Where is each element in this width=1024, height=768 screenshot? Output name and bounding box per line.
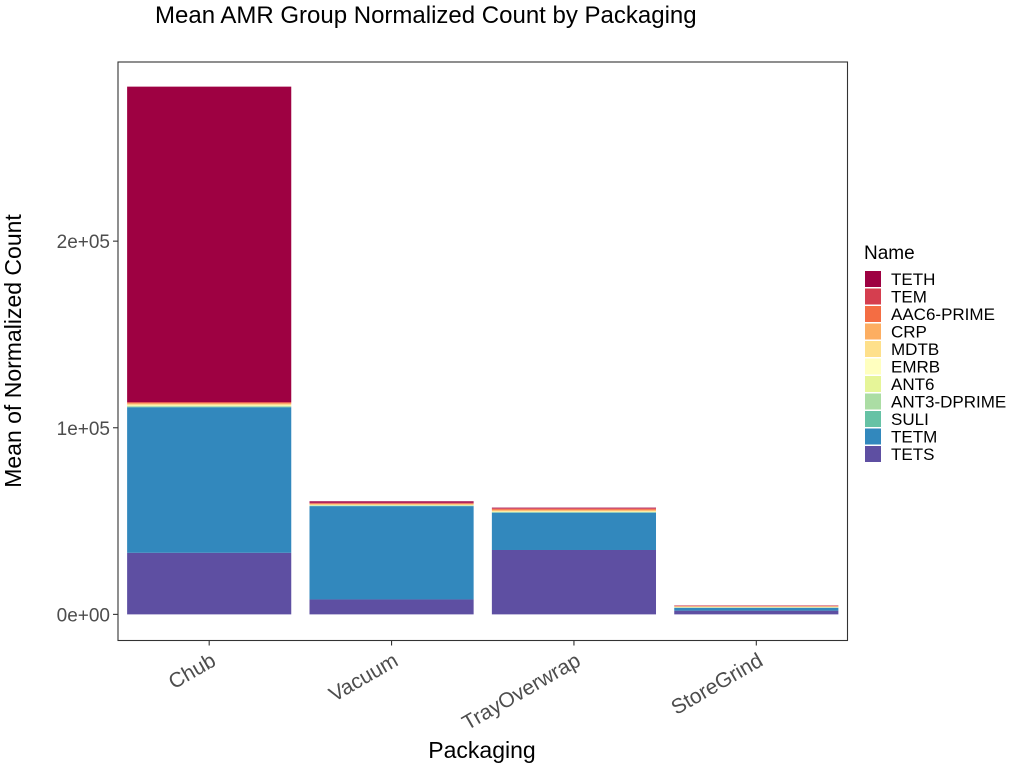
bar-segment-tets-chub bbox=[127, 552, 292, 615]
bar-segment-crp-chub bbox=[127, 403, 292, 405]
bar-segment-teth-trayoverwrap bbox=[491, 507, 657, 509]
legend-label-tets: TETS bbox=[891, 445, 934, 464]
bar-segment-teth-chub bbox=[127, 86, 292, 403]
bar-segment-crp-trayoverwrap bbox=[491, 509, 657, 511]
legend-label-crp: CRP bbox=[891, 323, 927, 342]
legend-label-tem: TEM bbox=[891, 288, 927, 307]
bar-segment-mdtb-chub bbox=[127, 404, 292, 406]
legend-label-ant3-dprime: ANT3-DPRIME bbox=[891, 393, 1006, 412]
x-axis: Chub Vacuum TrayOverwrap StoreGrind bbox=[165, 640, 767, 735]
x-tick-label: Vacuum bbox=[325, 649, 402, 707]
bar-segment-crp-vacuum bbox=[309, 503, 474, 505]
legend-key-suli bbox=[865, 411, 881, 427]
legend-label-suli: SULI bbox=[891, 410, 929, 429]
legend-key-ant3-dprime bbox=[865, 393, 881, 410]
legend-label-ant6: ANT6 bbox=[891, 375, 934, 394]
bar-segment-teth-vacuum bbox=[309, 501, 474, 503]
legend-label-teth: TETH bbox=[891, 270, 935, 289]
legend-key-tets bbox=[865, 446, 881, 462]
x-axis-title: Packaging bbox=[428, 737, 535, 763]
bar-segment-tets-vacuum bbox=[309, 599, 474, 615]
bar-segment-ant3-dprime-chub bbox=[127, 406, 292, 407]
y-axis-title: Mean of Normalized Count bbox=[0, 214, 26, 488]
bar-segment-suli-chub bbox=[127, 406, 292, 408]
bar-segment-tem-trayoverwrap bbox=[491, 508, 657, 509]
x-tick-label: TrayOverwrap bbox=[458, 649, 584, 735]
bar-segment-tetm-vacuum bbox=[309, 506, 474, 600]
legend: Name TETHTEMAAC6-PRIMECRPMDTBEMRBANT6ANT… bbox=[864, 243, 1006, 464]
legend-key-ant6 bbox=[865, 376, 881, 392]
bar-segment-aac6-prime-chub bbox=[127, 402, 292, 404]
y-axis: 0e+00 1e+05 2e+05 bbox=[57, 232, 118, 626]
bar-segment-tets-trayoverwrap bbox=[491, 549, 657, 615]
y-tick-label: 1e+05 bbox=[57, 419, 110, 440]
bar-segment-tetm-storegrind bbox=[674, 607, 839, 611]
legend-title: Name bbox=[864, 243, 915, 264]
legend-key-teth bbox=[865, 271, 881, 287]
bar-segment-tem-vacuum bbox=[309, 502, 474, 504]
legend-label-tetm: TETM bbox=[891, 428, 937, 447]
legend-key-crp bbox=[865, 323, 881, 340]
bar-segment-tetm-trayoverwrap bbox=[491, 512, 657, 550]
legend-label-mdtb: MDTB bbox=[891, 340, 939, 359]
legend-key-mdtb bbox=[865, 341, 881, 357]
x-tick-label: StoreGrind bbox=[667, 649, 766, 720]
bar-segment-tem-chub bbox=[127, 402, 292, 403]
bars-layer bbox=[127, 86, 839, 615]
y-tick-label: 2e+05 bbox=[57, 232, 110, 253]
plot-panel-border bbox=[117, 61, 849, 642]
bar-segment-aac6-prime-trayoverwrap bbox=[491, 508, 657, 510]
bar-segment-tets-storegrind bbox=[674, 610, 839, 615]
legend-key-emrb bbox=[865, 358, 881, 375]
bar-segment-mdtb-vacuum bbox=[309, 504, 474, 506]
legend-label-aac6-prime: AAC6-PRIME bbox=[891, 305, 995, 324]
bar-segment-aac6-prime-vacuum bbox=[309, 503, 474, 504]
legend-key-tetm bbox=[865, 428, 881, 445]
chart-title: Mean AMR Group Normalized Count by Packa… bbox=[155, 2, 697, 29]
legend-label-emrb: EMRB bbox=[891, 358, 940, 377]
legend-key-tem bbox=[865, 288, 881, 305]
y-tick-label: 0e+00 bbox=[57, 605, 110, 626]
bar-segment-mdtb-trayoverwrap bbox=[491, 510, 657, 512]
legend-key-aac6-prime bbox=[865, 306, 881, 322]
x-tick-label: Chub bbox=[165, 649, 220, 694]
bar-segment-tetm-chub bbox=[127, 407, 292, 553]
